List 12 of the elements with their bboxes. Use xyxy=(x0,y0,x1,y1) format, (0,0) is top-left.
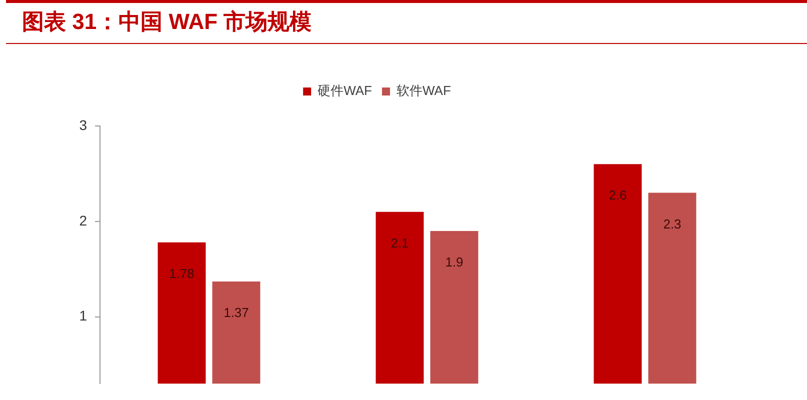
data-label: 1.9 xyxy=(445,254,464,270)
data-label: 2.6 xyxy=(608,188,627,203)
y-tick-label: 3 xyxy=(79,116,88,133)
data-label: 2.1 xyxy=(390,235,409,250)
legend-label: 软件WAF xyxy=(396,83,451,98)
y-tick-label: 2 xyxy=(79,212,88,228)
data-label: 2.3 xyxy=(663,216,682,232)
data-label: 1.78 xyxy=(169,266,194,281)
legend-label: 硬件WAF xyxy=(318,83,372,98)
chart-title: 图表 31：中国 WAF 市场规模 xyxy=(6,0,807,44)
y-tick-label: 1 xyxy=(79,308,88,324)
data-label: 1.37 xyxy=(224,305,249,320)
